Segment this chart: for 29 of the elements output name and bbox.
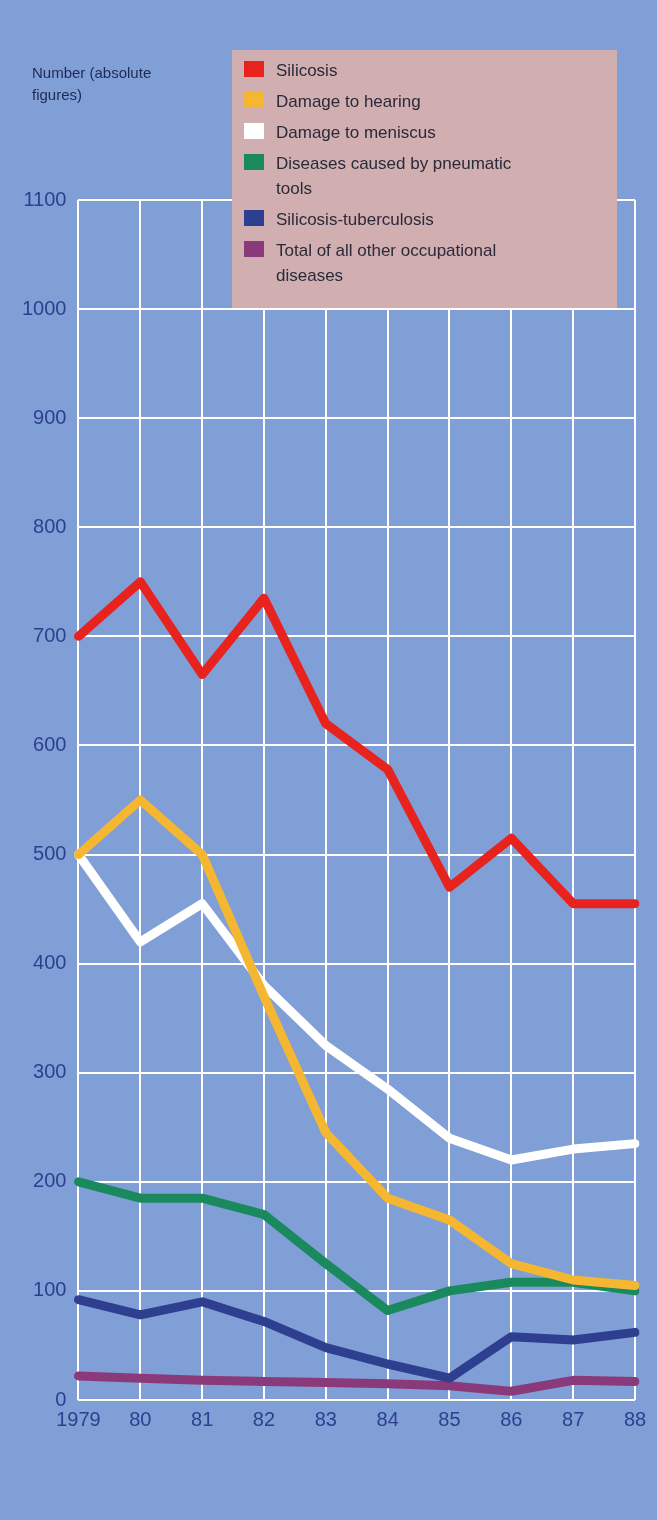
legend-label: Silicosis bbox=[276, 60, 338, 82]
x-tick-label: 86 bbox=[500, 1407, 523, 1430]
y-tick-label: 800 bbox=[33, 514, 67, 537]
x-tick-label: 82 bbox=[252, 1407, 276, 1430]
legend-label: Diseases caused by pneumatic tools bbox=[276, 153, 513, 200]
legend-label: Total of all other occupational diseases bbox=[276, 240, 498, 287]
x-tick-label: 88 bbox=[623, 1407, 647, 1430]
y-tick-label: 200 bbox=[33, 1169, 67, 1192]
y-tick-label: 1100 bbox=[23, 187, 67, 210]
y-tick-label: 100 bbox=[33, 1278, 67, 1301]
y-tick-label: 1000 bbox=[21, 296, 67, 319]
legend-label: Damage to hearing bbox=[276, 91, 421, 113]
x-tick-label: 83 bbox=[314, 1407, 337, 1430]
text: Number (absolute figures) bbox=[32, 63, 153, 105]
legend-label: Silicosis-tuberculosis bbox=[276, 209, 434, 231]
y-tick-label: 400 bbox=[33, 951, 67, 974]
y-tick-label: 700 bbox=[33, 623, 67, 646]
y-tick-label: 600 bbox=[33, 732, 67, 755]
x-tick-label: 1979 bbox=[56, 1407, 101, 1430]
y-tick-label: 900 bbox=[33, 405, 67, 428]
x-tick-label: 87 bbox=[562, 1407, 585, 1430]
legend-label: Damage to meniscus bbox=[276, 122, 436, 144]
x-tick-label: 80 bbox=[129, 1407, 152, 1430]
y-tick-label: 0 bbox=[55, 1387, 67, 1410]
x-tick-label: 84 bbox=[376, 1407, 399, 1430]
y-tick-label: 300 bbox=[33, 1060, 67, 1083]
y-tick-label: 500 bbox=[33, 842, 67, 865]
x-tick-label: 81 bbox=[191, 1407, 214, 1430]
x-tick-label: 85 bbox=[438, 1407, 461, 1430]
